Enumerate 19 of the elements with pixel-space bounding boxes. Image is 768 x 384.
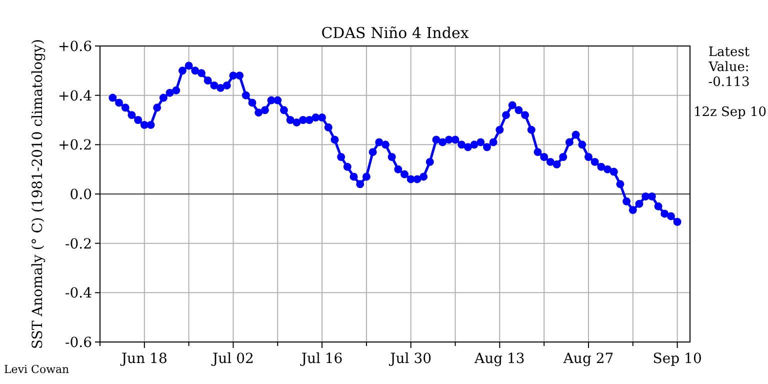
y-tick-label: +0.4 xyxy=(58,88,92,104)
text: Latest Value: -0.113 xyxy=(708,45,750,90)
x-tick-label: Sep 10 xyxy=(652,351,702,367)
x-tick-label: Jul 02 xyxy=(210,351,254,367)
y-axis-title: SST Anomaly (° C) (1981-2010 climatology) xyxy=(30,39,46,349)
y-tick-label: +0.6 xyxy=(58,39,92,55)
y-tick-label: -0.4 xyxy=(65,286,92,302)
y-tick-label: -0.6 xyxy=(65,335,92,351)
x-tick-label: Jul 16 xyxy=(299,351,343,367)
chart-title: CDAS Niño 4 Index xyxy=(321,24,470,42)
text: 12z Sep 10 xyxy=(693,105,767,120)
y-tick-label: -0.2 xyxy=(65,236,92,252)
x-tick-label: Aug 27 xyxy=(562,351,614,367)
text: Levi Cowan xyxy=(4,363,70,376)
x-tick-label: Aug 13 xyxy=(474,351,525,367)
y-tick-label: 0.0 xyxy=(70,187,92,203)
x-tick-label: Jun 18 xyxy=(119,351,168,367)
y-tick-label: +0.2 xyxy=(58,138,92,154)
x-tick-label: Jul 30 xyxy=(388,351,432,367)
